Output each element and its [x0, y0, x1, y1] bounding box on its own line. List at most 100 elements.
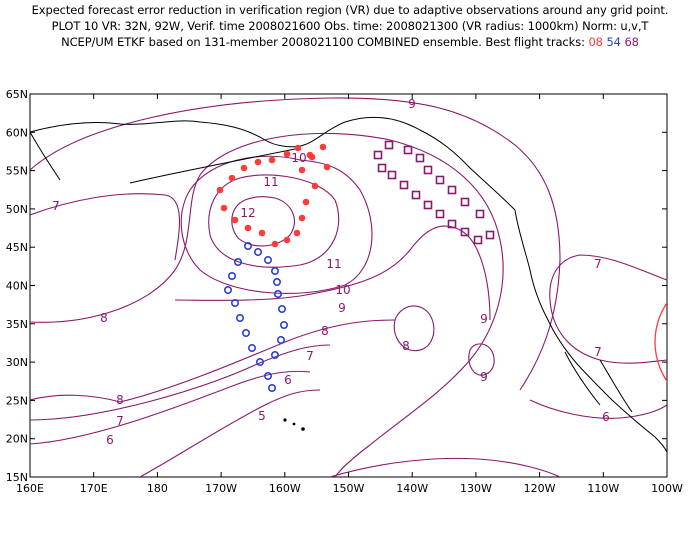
lon-label: 170W — [205, 482, 237, 495]
contour-label: 9 — [408, 97, 416, 111]
track-08-point — [306, 151, 314, 159]
contour-12-ring — [231, 196, 295, 247]
track-54-point — [231, 298, 240, 307]
lat-label: 50N — [6, 203, 28, 216]
title-line-2: PLOT 10 VR: 32N, 92W, Verif. time 200802… — [51, 19, 649, 33]
track-08-point — [302, 198, 310, 206]
mexico-coast — [599, 359, 633, 413]
contour-11-ring — [208, 174, 340, 268]
flight-track-legend: 08 54 68 — [588, 35, 639, 49]
track-54-point — [279, 320, 288, 329]
verification-region-circle — [654, 301, 667, 383]
lat-label: 30N — [6, 356, 28, 369]
lat-label: 45N — [6, 241, 28, 254]
track-68-point — [435, 209, 445, 219]
track-54-point — [248, 343, 257, 352]
contour-label: 11 — [263, 175, 278, 189]
lat-label: 25N — [6, 394, 28, 407]
contour-10-ring — [180, 155, 373, 294]
contour-7-mid — [30, 344, 331, 421]
track-08-point — [319, 143, 327, 151]
track-68-point — [435, 175, 445, 185]
contour-6-mid — [30, 370, 311, 445]
track-08-point — [268, 156, 276, 164]
contour-7-left — [30, 193, 180, 261]
track-68-point — [377, 163, 387, 173]
track-68-point — [423, 165, 433, 175]
contour-8-bottom — [329, 457, 561, 477]
track-54-point — [228, 271, 237, 280]
lon-label: 110W — [587, 482, 619, 495]
contour-7-right — [549, 254, 667, 364]
track-54-point — [242, 328, 251, 337]
lon-label: 160W — [269, 482, 301, 495]
track-08-point — [254, 158, 262, 166]
title-line-3-text: NCEP/UM ETKF based on 131-member 2008021… — [61, 35, 585, 49]
track-08-point — [271, 240, 279, 248]
contour-label: 7 — [52, 199, 60, 213]
track-54-point — [224, 285, 233, 294]
contour-label: 8 — [402, 339, 410, 353]
lon-label: 130W — [460, 482, 492, 495]
track-68-point — [447, 219, 457, 229]
track-08-point — [298, 214, 306, 222]
contour-label: 8 — [100, 311, 108, 325]
track-54-point — [270, 266, 279, 275]
contour-label: 5 — [258, 409, 266, 423]
track-54-point — [234, 257, 243, 266]
track-68-point — [415, 153, 425, 163]
contour-9-outer — [30, 97, 561, 391]
track-68-label: 68 — [624, 35, 639, 49]
contour-5-low — [139, 389, 321, 477]
track-54-point — [236, 313, 245, 322]
track-08-point — [311, 182, 319, 190]
track-68-point — [475, 209, 485, 219]
contour-label: 6 — [602, 410, 610, 424]
contour-9-inner — [174, 225, 491, 321]
contour-9-lower — [30, 394, 121, 403]
track-08-point — [231, 216, 239, 224]
lat-label: 55N — [6, 165, 28, 178]
lon-label: 120W — [524, 482, 556, 495]
track-54-point — [244, 242, 253, 251]
track-68-point — [399, 180, 409, 190]
contour-label-group: 9 10 11 12 7 8 10 11 9 8 9 7 7 8 7 6 5 6… — [52, 97, 610, 447]
latitude-axis: 65N 60N 55N 50N 45N 40N 35N 30N 25N 20N 15N — [6, 88, 667, 484]
track-08-point — [283, 236, 291, 244]
lon-label: 140W — [396, 482, 428, 495]
track-08-point — [228, 174, 236, 182]
track-08-point — [323, 163, 331, 171]
title-line-1: Expected forecast error reduction in ver… — [31, 3, 669, 17]
lat-label: 65N — [6, 88, 28, 101]
kamchatka-coast — [30, 131, 61, 181]
contour-8-small-loop — [393, 305, 435, 352]
contour-label: 10 — [335, 283, 350, 297]
track-08-point — [258, 229, 266, 237]
track-68-point — [423, 200, 433, 210]
track-68-point — [387, 170, 397, 180]
track-54-point — [263, 371, 272, 380]
contour-label: 6 — [284, 373, 292, 387]
plot-title: Expected forecast error reduction in ver… — [0, 2, 700, 50]
track-68-point — [460, 197, 470, 207]
flight-track-68 — [373, 140, 495, 245]
lat-label: 15N — [6, 471, 28, 484]
track-54-point — [255, 357, 264, 366]
track-08-point — [216, 186, 224, 194]
track-54-point — [270, 350, 279, 359]
track-08-point — [298, 166, 306, 174]
track-08-point — [294, 144, 302, 152]
contour-label: 8 — [321, 324, 329, 338]
track-54-point — [263, 255, 272, 264]
track-08-point — [240, 164, 248, 172]
longitude-axis: 160E 170E 180 170W 160W 150W 140W 130W 120W 110W 1… — [16, 94, 683, 495]
track-08-point — [220, 204, 228, 212]
track-54-point — [277, 304, 286, 313]
hawaii-islands — [283, 418, 305, 431]
contour-8-outer — [30, 132, 504, 477]
baja-california — [564, 351, 601, 406]
track-54-point — [254, 248, 263, 257]
track-68-point — [373, 150, 383, 160]
track-54-point — [272, 277, 281, 286]
